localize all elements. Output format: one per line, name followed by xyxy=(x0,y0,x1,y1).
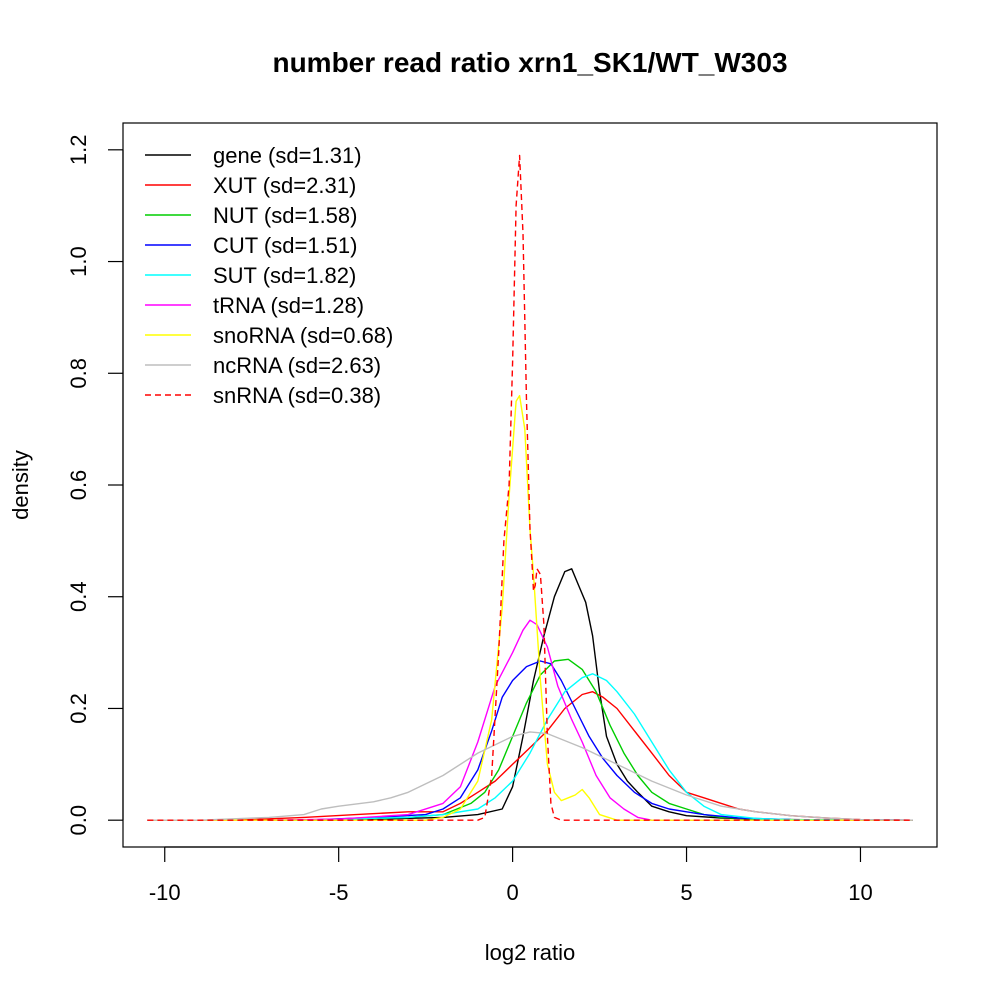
series-line-3 xyxy=(147,658,913,821)
x-tick-label: 0 xyxy=(506,880,518,905)
series-line-2 xyxy=(147,691,913,821)
series-line-8 xyxy=(147,731,913,821)
series-line-7 xyxy=(147,394,913,821)
x-tick-label: -5 xyxy=(329,880,349,905)
x-axis-label: log2 ratio xyxy=(485,940,576,965)
series-line-4 xyxy=(147,660,913,821)
series-line-9 xyxy=(147,154,913,821)
y-axis: 0.0 0.2 0.4 0.6 0.8 1.0 1.2 xyxy=(66,135,124,836)
y-axis-label: density xyxy=(8,450,33,520)
series-group xyxy=(147,154,913,821)
series-line-6 xyxy=(147,619,913,821)
y-tick-label: 0.0 xyxy=(66,805,91,836)
chart-title: number read ratio xrn1_SK1/WT_W303 xyxy=(272,47,787,78)
x-tick-label: 5 xyxy=(680,880,692,905)
series-line-5 xyxy=(147,673,913,821)
legend: gene (sd=1.31) XUT (sd=2.31) NUT (sd=1.58)… xyxy=(145,143,393,408)
y-tick-label: 1.2 xyxy=(66,135,91,166)
legend-label: snRNA (sd=0.38) xyxy=(213,383,381,408)
x-axis: -10 -5 0 5 10 xyxy=(149,846,873,905)
y-tick-label: 1.0 xyxy=(66,246,91,277)
y-tick-label: 0.8 xyxy=(66,358,91,389)
legend-label: CUT (sd=1.51) xyxy=(213,233,357,258)
y-tick-label: 0.4 xyxy=(66,581,91,612)
plot-frame xyxy=(122,122,938,848)
legend-label: snoRNA (sd=0.68) xyxy=(213,323,393,348)
series-line-1 xyxy=(147,568,913,821)
x-tick-label: -10 xyxy=(149,880,181,905)
y-tick-label: 0.2 xyxy=(66,693,91,724)
legend-label: NUT (sd=1.58) xyxy=(213,203,357,228)
x-tick-label: 10 xyxy=(848,880,872,905)
legend-label: SUT (sd=1.82) xyxy=(213,263,356,288)
legend-label: gene (sd=1.31) xyxy=(213,143,362,168)
legend-label: XUT (sd=2.31) xyxy=(213,173,356,198)
y-tick-label: 0.6 xyxy=(66,470,91,501)
legend-label: ncRNA (sd=2.63) xyxy=(213,353,381,378)
legend-label: tRNA (sd=1.28) xyxy=(213,293,364,318)
